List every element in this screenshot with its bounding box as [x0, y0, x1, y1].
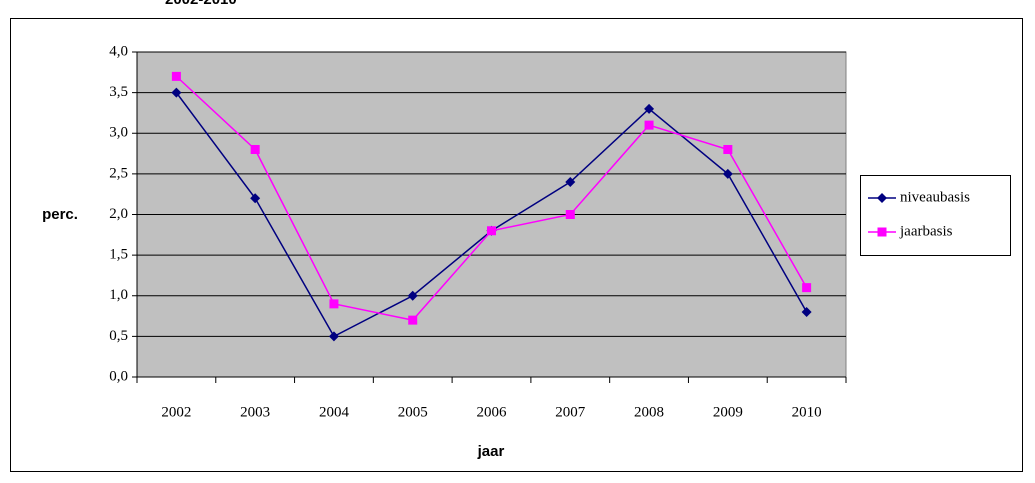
- x-tick-label: 2004: [319, 404, 350, 420]
- point: [565, 177, 576, 187]
- x-tick-label: 2006: [477, 404, 508, 420]
- point: [723, 145, 733, 154]
- y-axis-label: perc.: [42, 206, 78, 223]
- legend-marker: [877, 193, 887, 203]
- y-tick-label: 0,0: [109, 368, 128, 384]
- x-tick-label: 2008: [634, 404, 664, 420]
- legend-label: niveaubasis: [900, 189, 970, 205]
- y-tick-label: 2,5: [109, 165, 128, 181]
- point: [565, 210, 575, 219]
- y-tick-label: 0,5: [109, 328, 128, 344]
- x-tick-label: 2009: [713, 404, 743, 420]
- legend-label: jaarbasis: [899, 223, 953, 239]
- x-tick-label: 2002: [161, 404, 191, 420]
- point: [250, 145, 260, 154]
- y-tick-label: 4,0: [109, 43, 128, 59]
- x-tick-label: 2010: [792, 404, 822, 420]
- point: [722, 168, 733, 179]
- point: [328, 331, 339, 342]
- chart-title: 2002-2010: [165, 0, 237, 8]
- point: [801, 307, 812, 317]
- point: [329, 299, 339, 309]
- y-tick-label: 1,5: [109, 247, 128, 263]
- legend-marker: [877, 227, 887, 237]
- point: [250, 193, 261, 204]
- x-axis-label: jaar: [477, 443, 505, 460]
- point: [802, 283, 812, 293]
- point: [171, 71, 181, 81]
- x-tick-label: 2003: [240, 404, 270, 420]
- y-tick-label: 3,0: [109, 125, 128, 141]
- point: [487, 226, 496, 236]
- point: [644, 103, 655, 114]
- point: [407, 290, 418, 301]
- x-tick-label: 2005: [398, 404, 428, 420]
- point: [171, 87, 182, 98]
- x-tick-label: 2007: [555, 404, 586, 420]
- legend-box: [860, 175, 1011, 256]
- y-tick-label: 1,0: [109, 287, 128, 303]
- y-tick-label: 2,0: [109, 206, 128, 222]
- point: [644, 120, 654, 130]
- y-tick-label: 3,5: [109, 84, 128, 100]
- point: [408, 315, 418, 325]
